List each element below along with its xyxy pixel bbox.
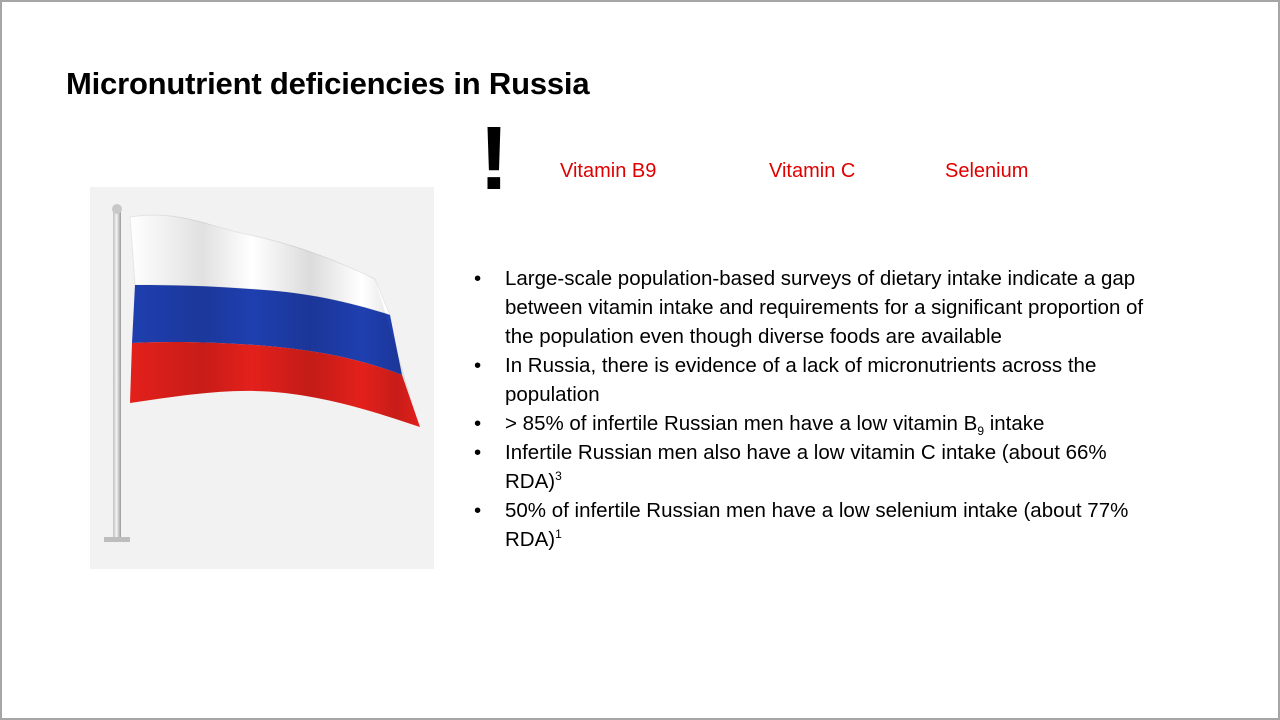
nutrient-vitamin-c: Vitamin C	[769, 160, 856, 182]
bullet-text: > 85% of infertile Russian men have a lo…	[505, 412, 978, 435]
exclamation-icon: !	[479, 109, 509, 209]
reference-superscript: 1	[555, 527, 562, 542]
bullet-item: Infertile Russian men also have a low vi…	[474, 438, 1164, 496]
slide-title: Micronutrient deficiencies in Russia	[66, 66, 590, 101]
flagpole	[113, 209, 121, 541]
bullet-list: Large-scale population-based surveys of …	[474, 264, 1164, 554]
bullet-text: In Russia, there is evidence of a lack o…	[505, 354, 1097, 406]
bullet-text: intake	[984, 412, 1045, 435]
bullet-text: Infertile Russian men also have a low vi…	[505, 441, 1107, 493]
nutrient-selenium: Selenium	[945, 160, 1029, 182]
nutrient-vitamin-b9: Vitamin B9	[560, 160, 657, 182]
russia-flag-image	[90, 187, 434, 569]
bullet-text: Large-scale population-based surveys of …	[505, 267, 1144, 348]
bullet-item: Large-scale population-based surveys of …	[474, 264, 1164, 351]
bullet-text: 50% of infertile Russian men have a low …	[505, 499, 1129, 551]
reference-superscript: 3	[555, 469, 562, 484]
flagpole-finial	[112, 204, 122, 214]
flag-illustration	[104, 204, 420, 542]
bullet-item: In Russia, there is evidence of a lack o…	[474, 351, 1164, 409]
bullet-item: > 85% of infertile Russian men have a lo…	[474, 409, 1164, 438]
subscript: 9	[977, 424, 984, 439]
bullet-item: 50% of infertile Russian men have a low …	[474, 496, 1164, 554]
